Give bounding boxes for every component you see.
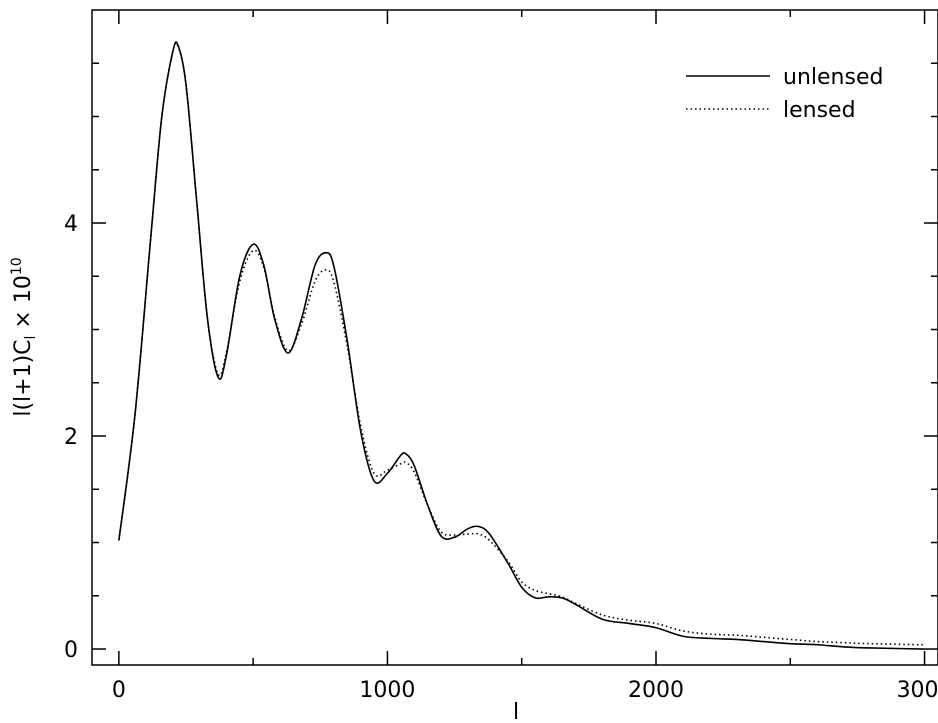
axis-ticks	[92, 10, 938, 665]
y-tick-label: 0	[64, 638, 78, 663]
y-axis-label-times: × 10	[11, 275, 36, 335]
y-axis-label-main: l(l+1)C	[11, 339, 36, 416]
x-tick-label: 2000	[628, 678, 684, 703]
series-line-unlensed	[118, 41, 925, 650]
series-lines	[118, 41, 925, 650]
series-line-lensed	[118, 42, 925, 646]
x-tick-label: 1000	[359, 678, 415, 703]
y-axis-label: l(l+1)Cl × 1010	[9, 257, 39, 416]
y-tick-label: 2	[64, 425, 78, 450]
legend-label-unlensed: unlensed	[783, 65, 883, 90]
x-tick-label: 0	[112, 678, 126, 703]
legend-label-lensed: lensed	[783, 98, 856, 123]
legend: unlensed lensed	[686, 65, 883, 123]
x-axis-label: l	[513, 700, 519, 723]
y-axis-label-superscript: 10	[9, 257, 25, 275]
svg-text:l(l+1)Cl × 1010: l(l+1)Cl × 1010	[9, 257, 39, 416]
y-axis-label-subscript: l	[23, 336, 39, 340]
y-tick-label: 4	[64, 212, 78, 237]
plot-frame	[91, 9, 938, 666]
